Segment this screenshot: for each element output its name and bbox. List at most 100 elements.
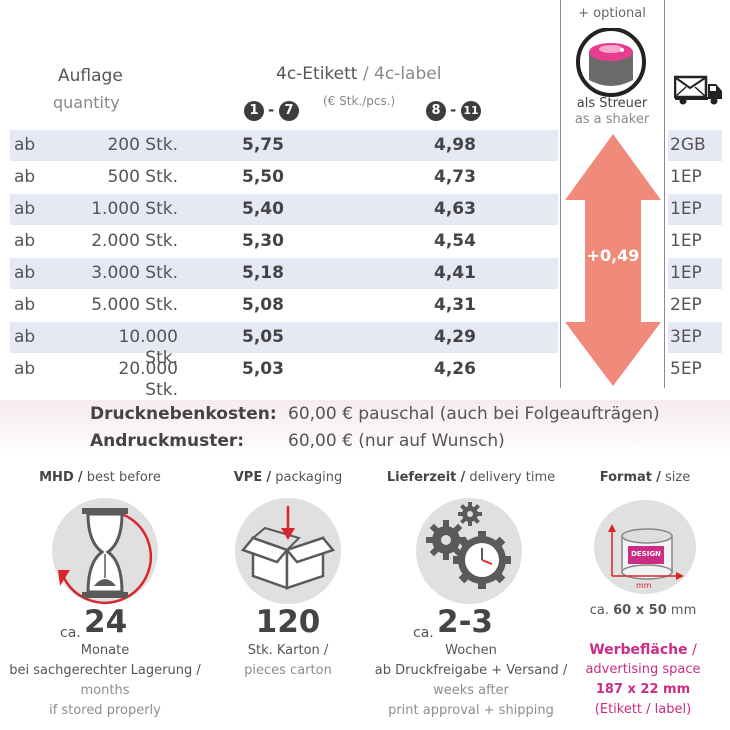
hourglass-icon [38, 494, 172, 610]
ab-text: ab [14, 263, 36, 283]
price-1-7-cell: 5,08 [242, 295, 284, 315]
shipping-text: 1EP [670, 263, 702, 283]
col1-header: 1 - 7 [244, 101, 314, 123]
gears-clock-icon [416, 498, 522, 604]
quantity-cell: 5.000 Stk. [91, 295, 178, 315]
vpe-heading: VPE / packaging [208, 470, 368, 485]
price-8-11-cell: 4,26 [434, 359, 476, 379]
ab-text: ab [14, 359, 36, 379]
shipping-text: 5EP [670, 359, 702, 379]
vpe-heading-sep: / [266, 470, 272, 485]
ad-space-sep: / [687, 642, 697, 658]
price-1-7-cell: 5,50 [242, 167, 284, 187]
price-8-11-cell: 4,98 [434, 135, 476, 155]
shipping-text: 1EP [670, 199, 702, 219]
label-header-de: 4c-Etikett [276, 64, 358, 84]
setup-cost-label: Drucknebenkosten: [90, 404, 277, 424]
quantity-header-en: quantity [53, 93, 120, 112]
ab-text: ab [14, 295, 36, 315]
ad-space-note: (Etikett / label) [594, 702, 692, 717]
quantity-cell: 3.000 Stk. [91, 263, 178, 283]
number-badge-8: 8 [426, 101, 446, 121]
delivery-heading-en: delivery time [469, 470, 556, 485]
delivery-line3: weeks after [433, 683, 509, 698]
mhd-line2: bei sachgerechter Lagerung / [9, 663, 201, 678]
shipping-text: 1EP [670, 167, 702, 187]
format-size-value: 60 x 50 [613, 603, 667, 618]
ab-text: ab [14, 167, 36, 187]
label-header: 4c-Etikett / 4c-label [276, 64, 441, 84]
price-8-11-cell: 4,31 [434, 295, 476, 315]
delivery-heading-sep: / [460, 470, 466, 485]
can-icon-label: DESIGN [631, 550, 661, 558]
number-badge-7: 7 [279, 101, 299, 121]
delivery-heading: Lieferzeit / delivery time [378, 470, 564, 485]
price-1-7-cell: 5,40 [242, 199, 284, 219]
price-8-11-cell: 4,54 [434, 231, 476, 251]
surcharge-value: +0,49 [586, 246, 640, 265]
price-8-11-cell: 4,73 [434, 167, 476, 187]
delivery-line2: ab Druckfreigabe + Versand / [374, 663, 568, 678]
shaker-column-left-border [560, 0, 561, 388]
table-row: ab 2.000 Stk. 5,30 4,54 [10, 226, 558, 257]
quantity-cell: 2.000 Stk. [91, 231, 178, 251]
number-badge-1: 1 [244, 101, 264, 121]
surcharge-double-arrow [563, 132, 663, 388]
shipping-cell: 1EP [668, 226, 722, 257]
col2-dash: - [450, 101, 457, 119]
shipping-cell: 1EP [668, 258, 722, 289]
format-heading-sep: / [656, 470, 661, 485]
price-1-7-cell: 5,05 [242, 327, 284, 347]
col2-header: 8 - 11 [426, 101, 506, 123]
label-header-sep: / [357, 64, 375, 84]
shaker-label-de: als Streuer [576, 96, 648, 111]
mhd-line1: Monate [80, 643, 130, 658]
quantity-cell: 200 Stk. [107, 135, 178, 155]
ab-text: ab [14, 199, 36, 219]
format-size: ca. 60 x 50 mm [568, 601, 718, 621]
ab-text: ab [14, 135, 36, 155]
mhd-heading-de: MHD [39, 470, 74, 485]
table-row: ab 20.000 Stk. 5,03 4,26 [10, 354, 558, 400]
format-heading: Format / size [570, 470, 720, 485]
table-row: ab 200 Stk. 5,75 4,98 [10, 130, 558, 161]
shaker-column-right-border [664, 0, 665, 388]
shipping-text: 2GB [670, 135, 706, 155]
format-size-prefix: ca. [589, 603, 609, 618]
delivery-value: 2-3 [437, 604, 494, 640]
table-row: ab 5.000 Stk. 5,08 4,31 [10, 290, 558, 321]
col1-dash: - [268, 101, 275, 119]
vpe-heading-en: packaging [275, 470, 343, 485]
price-8-11-cell: 4,41 [434, 263, 476, 283]
shipping-text: 1EP [670, 231, 702, 251]
mhd-value: 24 [84, 604, 128, 640]
ab-text: ab [14, 327, 36, 347]
table-row: ab 10.000 Stk. 5,05 4,29 [10, 322, 558, 368]
shaker-can-icon [575, 27, 647, 98]
shaker-label-en: as a shaker [574, 112, 650, 127]
quantity-cell: 10.000 Stk. [118, 327, 178, 368]
vpe-line2: pieces carton [244, 663, 332, 678]
truck-icon [673, 74, 724, 106]
proof-cost-label: Andruckmuster: [90, 431, 245, 451]
table-row: ab 3.000 Stk. 5,18 4,41 [10, 258, 558, 289]
proof-cost-value: 60,00 € (nur auf Wunsch) [288, 431, 505, 451]
price-1-7-cell: 5,75 [242, 135, 284, 155]
mhd-heading-sep: / [77, 470, 83, 485]
shipping-cell: 5EP [668, 354, 722, 385]
quantity-cell: 20.000 Stk. [118, 359, 178, 400]
mhd-line3: months [80, 683, 130, 698]
ad-space-en: advertising space [585, 662, 701, 677]
table-row: ab 500 Stk. 5,50 4,73 [10, 162, 558, 193]
mhd-line4: if stored properly [49, 703, 161, 718]
mhd-heading: MHD / best before [20, 470, 180, 485]
quantity-header-de: Auflage [58, 66, 123, 86]
shipping-text: 3EP [670, 327, 702, 347]
shipping-text: 2EP [670, 295, 702, 315]
mhd-ca: ca. [60, 625, 81, 641]
ad-space-size: 187 x 22 mm [595, 682, 691, 697]
format-heading-en: size [665, 470, 691, 485]
can-icon-unit: mm [636, 581, 652, 590]
label-header-en: 4c-label [374, 64, 442, 84]
optional-label: + optional [578, 6, 646, 21]
